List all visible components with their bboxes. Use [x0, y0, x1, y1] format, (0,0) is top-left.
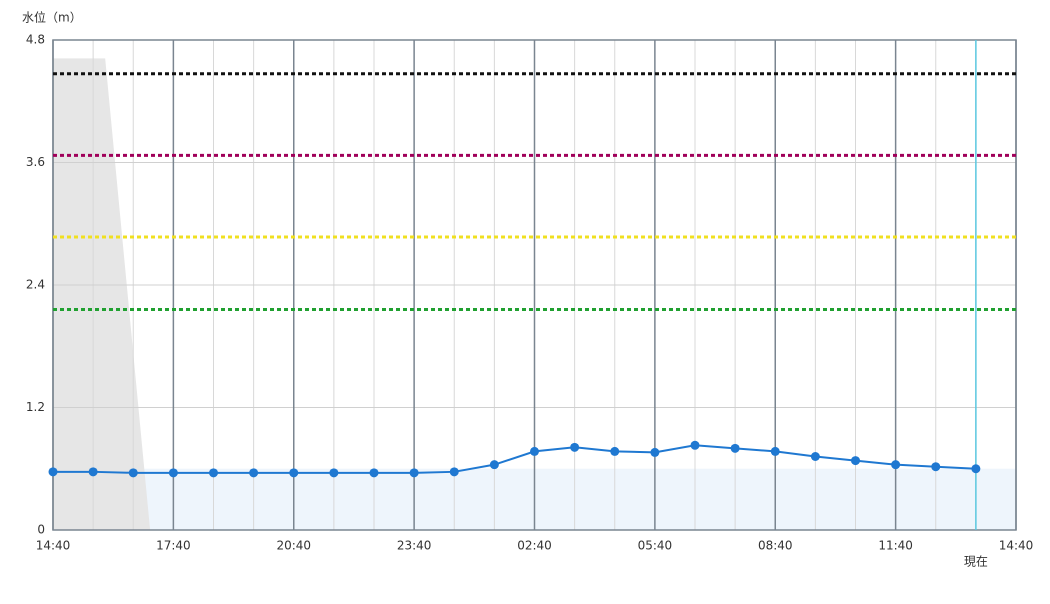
x-tick-label: 14:40 — [36, 539, 71, 553]
data-point — [48, 467, 58, 477]
x-tick-label: 20:40 — [276, 539, 311, 553]
x-tick-label: 14:40 — [999, 539, 1034, 553]
data-point — [971, 464, 981, 474]
data-point — [610, 446, 620, 456]
data-point — [690, 440, 700, 450]
data-point — [449, 467, 459, 477]
y-axis-label: 水位（m） — [22, 10, 82, 25]
data-point — [770, 446, 780, 456]
shaded-area — [53, 58, 151, 530]
now-label: 現在 — [964, 555, 988, 569]
data-point — [489, 460, 499, 470]
y-tick-label: 1.2 — [26, 400, 45, 414]
data-point — [530, 446, 539, 456]
y-tick-label: 2.4 — [26, 278, 45, 292]
data-point — [730, 443, 740, 453]
x-tick-label: 11:40 — [878, 539, 913, 553]
data-point — [891, 460, 901, 470]
x-tick-label: 17:40 — [156, 539, 191, 553]
x-tick-label: 23:40 — [397, 539, 432, 553]
data-point — [570, 442, 580, 452]
data-point — [168, 468, 178, 478]
water-level-line — [53, 444, 976, 474]
data-point — [369, 468, 379, 478]
x-tick-label: 05:40 — [638, 539, 673, 553]
data-point — [931, 462, 941, 472]
y-tick-label: 4.8 — [26, 33, 45, 47]
plot-frame — [52, 39, 1017, 531]
data-point — [289, 468, 299, 478]
data-point — [209, 468, 218, 478]
data-point — [329, 468, 339, 478]
data-point — [409, 468, 419, 478]
x-tick-label: 02:40 — [517, 539, 552, 553]
x-tick-label: 08:40 — [758, 539, 793, 553]
data-point — [851, 456, 860, 466]
data-point — [128, 468, 138, 478]
data-point — [88, 467, 98, 477]
data-point — [249, 468, 259, 478]
y-tick-label: 3.6 — [26, 155, 45, 169]
data-point — [650, 447, 660, 457]
y-tick-label: 0 — [37, 523, 45, 537]
data-point — [810, 452, 820, 461]
